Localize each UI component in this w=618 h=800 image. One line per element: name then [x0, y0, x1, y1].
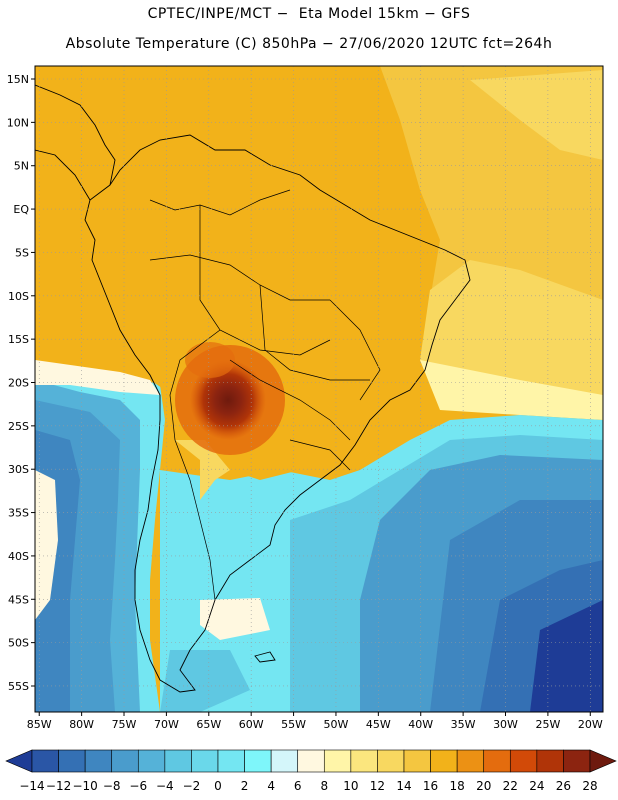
lon-tick-label: 55W [281, 718, 306, 731]
colorbar-cell [191, 749, 219, 773]
field-warm-tongue-edge [175, 440, 230, 500]
lon-tick-label: 85W [27, 718, 52, 731]
field-atlantic-ne-light [470, 70, 603, 160]
field-south-atlantic-darkest [530, 600, 603, 712]
colorbar-cell [350, 749, 378, 773]
colorbar-label: 12 [370, 779, 385, 793]
lon-tick-label: 45W [366, 718, 391, 731]
colorbar-cell [456, 749, 485, 773]
colorbar-label: −6 [129, 779, 147, 793]
lat-tick-label: 30S [8, 463, 29, 476]
colorbar-cell [323, 749, 352, 773]
colorbar-cell [58, 749, 86, 773]
field-pacific-band [35, 360, 160, 395]
lon-tick-label: 40W [408, 718, 433, 731]
colorbar-label: −8 [103, 779, 121, 793]
colorbar-label: −14 [19, 779, 44, 793]
colorbar-arrow-low [5, 749, 33, 773]
lon-tick-label: 70W [154, 718, 179, 731]
colorbar-cell [217, 749, 245, 773]
lon-tick-label: 20W [578, 718, 603, 731]
colorbar-label: 28 [582, 779, 597, 793]
field-hotspot-core [190, 360, 266, 440]
lat-tick-label: 45S [8, 593, 29, 606]
lat-tick-label: 10S [8, 290, 29, 303]
lat-tick-label: 10N [7, 116, 29, 129]
lat-tick-label: EQ [13, 203, 29, 216]
colorbar-label: 14 [396, 779, 411, 793]
lat-tick-label: 35S [8, 507, 29, 520]
axis-ticks: 15N 10N 5N EQ 5S 10S 15S 20S 25S 30S 35S 40S 45S 50S 5… [7, 73, 603, 731]
colorbar-label: −10 [72, 779, 97, 793]
colorbar-cell [430, 749, 458, 773]
colorbar-cell [270, 749, 299, 773]
lon-tick-label: 35W [451, 718, 476, 731]
colorbar-label: 8 [320, 779, 328, 793]
colorbar-label: 2 [241, 779, 249, 793]
field-pacific-pale-patch [35, 470, 58, 620]
colorbar-label: 6 [294, 779, 302, 793]
colorbar-cell [111, 749, 139, 773]
lon-tick-label: 65W [196, 718, 221, 731]
colorbar-cell [563, 749, 591, 773]
colorbar-label: 26 [556, 779, 571, 793]
colorbar-cell [377, 749, 405, 773]
lon-tick-label: 50W [324, 718, 349, 731]
colorbar-label: 20 [476, 779, 491, 793]
colorbar-cell [509, 749, 538, 773]
colorbar-arrow-high [589, 749, 617, 773]
colorbar-cell [164, 749, 192, 773]
colorbar-cell [297, 749, 325, 773]
colorbar-cell [137, 749, 166, 773]
field-argentina-pale-patch [200, 598, 270, 640]
field-hotspot-lobe [185, 342, 235, 378]
colorbar-label: 18 [450, 779, 465, 793]
lon-tick-label: 30W [493, 718, 518, 731]
colorbar-label: 22 [503, 779, 518, 793]
colorbar-label: 10 [343, 779, 358, 793]
lat-tick-label: 5N [14, 160, 29, 173]
lon-tick-label: 60W [239, 718, 264, 731]
colorbar-cell [84, 749, 113, 773]
lon-tick-label: 25W [535, 718, 560, 731]
south-america-outline [84, 134, 471, 693]
colorbar-label: −12 [46, 779, 71, 793]
colorbar-cell [244, 749, 272, 773]
lat-tick-label: 5S [15, 246, 29, 259]
chart-title-line-2: Absolute Temperature (C) 850hPa − 27/06/… [65, 36, 553, 52]
coastlines [35, 84, 471, 693]
chart-title-line-1: CPTEC/INPE/MCT − Eta Model 15km − GFS [147, 6, 471, 22]
lat-tick-label: 25S [8, 420, 29, 433]
colorbar-cell [31, 749, 59, 773]
lat-tick-label: 15N [7, 73, 29, 86]
lat-tick-label: 15S [8, 333, 29, 346]
colorbar: −14 −12 −10 −8 −6 −4 −2 0 2 4 6 8 10 12 14 16 18 20 22 24 26… [5, 749, 617, 793]
colorbar-label: 16 [423, 779, 438, 793]
lat-tick-label: 40S [8, 550, 29, 563]
field-atlantic-pale [420, 360, 603, 420]
colorbar-cell [403, 749, 431, 773]
colorbar-cell [536, 749, 564, 773]
falklands [254, 651, 276, 663]
colorbar-label: −4 [156, 779, 174, 793]
colorbar-cell [483, 749, 511, 773]
colorbar-label: 4 [267, 779, 275, 793]
map-frame [34, 65, 604, 713]
grid-lines [35, 66, 603, 712]
field-atlantic-mid [420, 260, 603, 395]
lon-tick-label: 75W [112, 718, 137, 731]
lat-tick-label: 50S [8, 637, 29, 650]
colorbar-label: 0 [214, 779, 222, 793]
lat-tick-label: 55S [8, 680, 29, 693]
central-america-outline [35, 84, 116, 201]
temperature-field [35, 66, 603, 712]
lon-tick-label: 80W [69, 718, 94, 731]
colorbar-label: −2 [183, 779, 201, 793]
colorbar-label: 24 [529, 779, 544, 793]
country-borders [149, 189, 381, 601]
lat-tick-label: 20S [8, 376, 29, 389]
